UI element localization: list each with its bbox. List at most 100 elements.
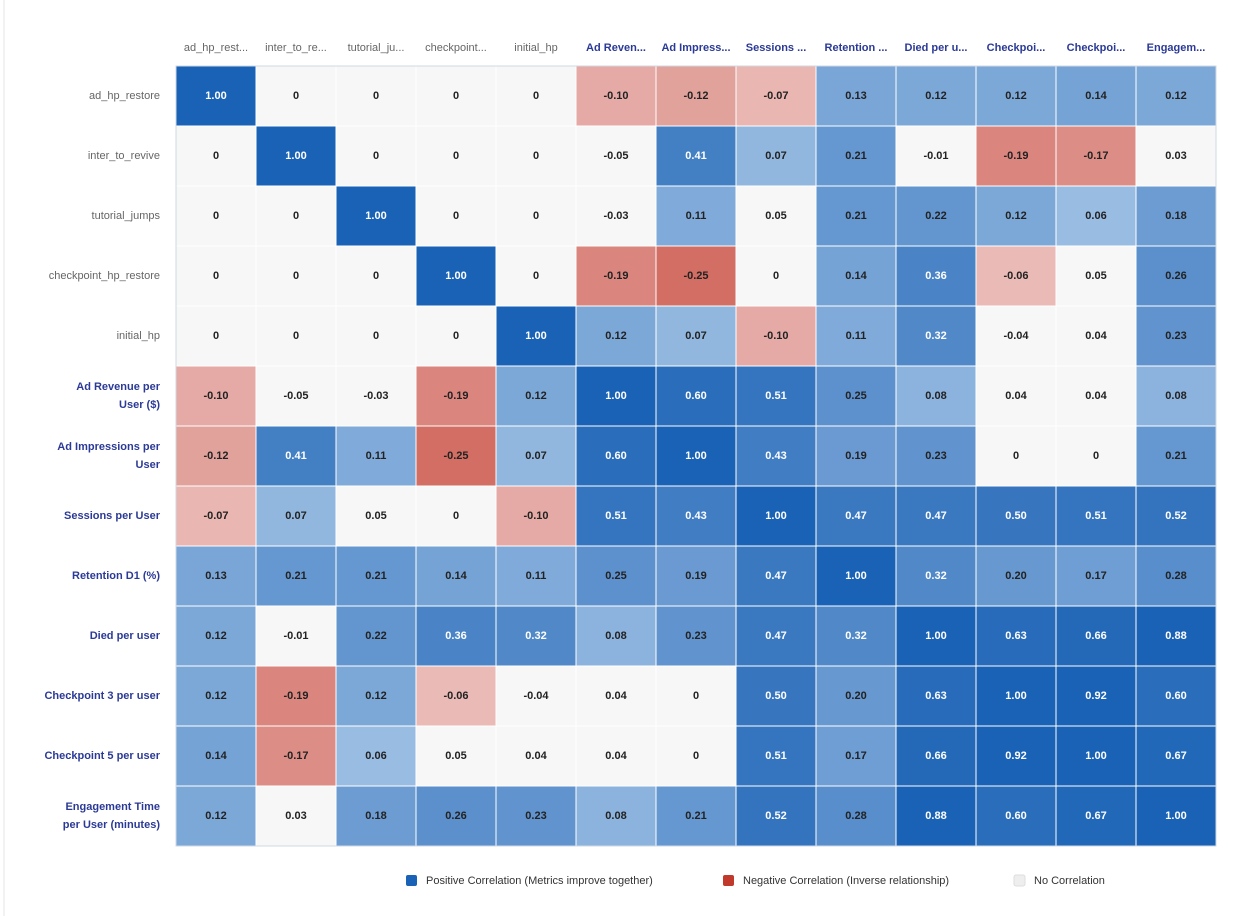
cell-label: 0.32 bbox=[525, 630, 546, 642]
cell-label: 0.21 bbox=[845, 150, 866, 162]
cell-label: 1.00 bbox=[765, 510, 786, 522]
column-label: Ad Reven... bbox=[586, 42, 646, 54]
row-label-line: User ($) bbox=[119, 399, 160, 411]
heatmap-cell bbox=[735, 665, 817, 727]
heatmap-cell bbox=[495, 485, 577, 547]
cell-label: 0 bbox=[213, 150, 219, 162]
heatmap-cell bbox=[1055, 425, 1137, 487]
heatmap-cell bbox=[415, 425, 497, 487]
row-label: Retention D1 (%) bbox=[72, 570, 160, 582]
column-label: ad_hp_rest... bbox=[184, 42, 248, 54]
heatmap-cell bbox=[175, 605, 257, 667]
row-label: Died per user bbox=[90, 630, 161, 642]
cell-label: 0 bbox=[1093, 450, 1099, 462]
cell-label: 0.14 bbox=[1085, 90, 1107, 102]
heatmap-cell bbox=[415, 665, 497, 727]
heatmap-cell bbox=[255, 665, 337, 727]
cell-label: 0 bbox=[693, 750, 699, 762]
cell-label: 0.05 bbox=[445, 750, 466, 762]
cell-label: -0.10 bbox=[523, 510, 548, 522]
cell-label: 0.08 bbox=[605, 630, 626, 642]
heatmap-cell bbox=[975, 305, 1057, 367]
cell-label: 0 bbox=[293, 270, 299, 282]
cell-label: 0.07 bbox=[765, 150, 786, 162]
cell-label: 0 bbox=[373, 90, 379, 102]
cell-label: 0.60 bbox=[1005, 810, 1026, 822]
heatmap-cell bbox=[655, 65, 737, 127]
heatmap-cell bbox=[1055, 545, 1137, 607]
heatmap-cell bbox=[255, 125, 337, 187]
cell-label: 1.00 bbox=[1005, 690, 1026, 702]
cell-label: 0.12 bbox=[605, 330, 626, 342]
heatmap-cell bbox=[495, 665, 577, 727]
cell-label: 0.66 bbox=[1085, 630, 1106, 642]
column-label: Sessions ... bbox=[746, 42, 807, 54]
cell-label: 0.60 bbox=[1165, 690, 1186, 702]
cell-label: 0.66 bbox=[925, 750, 946, 762]
heatmap-cell bbox=[415, 725, 497, 787]
heatmap-cell bbox=[655, 305, 737, 367]
row-label-line: User bbox=[136, 459, 161, 471]
cell-label: 0.92 bbox=[1005, 750, 1026, 762]
heatmap-cell bbox=[575, 425, 657, 487]
heatmap-cell bbox=[335, 125, 417, 187]
column-label: initial_hp bbox=[514, 42, 557, 54]
cell-label: -0.19 bbox=[283, 690, 308, 702]
cell-label: -0.19 bbox=[603, 270, 628, 282]
cell-label: 0.12 bbox=[925, 90, 946, 102]
heatmap-cell bbox=[575, 485, 657, 547]
heatmap-cell bbox=[1135, 305, 1217, 367]
cell-label: 0 bbox=[213, 210, 219, 222]
cell-label: 0.21 bbox=[285, 570, 306, 582]
heatmap-cell bbox=[575, 185, 657, 247]
cell-label: 0.22 bbox=[925, 210, 946, 222]
heatmap-cell bbox=[975, 605, 1057, 667]
heatmap-cell bbox=[1055, 605, 1137, 667]
heatmap-cell bbox=[175, 785, 257, 847]
heatmap-cell bbox=[335, 185, 417, 247]
cell-label: 0.11 bbox=[686, 210, 707, 222]
heatmap-cell bbox=[1055, 485, 1137, 547]
cell-label: 0 bbox=[293, 330, 299, 342]
cell-label: 0.21 bbox=[845, 210, 866, 222]
heatmap-cell bbox=[735, 605, 817, 667]
cell-label: 0 bbox=[373, 330, 379, 342]
heatmap-cell bbox=[815, 725, 897, 787]
heatmap-cell bbox=[735, 65, 817, 127]
cell-label: -0.03 bbox=[603, 210, 628, 222]
cell-label: 0.41 bbox=[285, 450, 306, 462]
cell-label: -0.07 bbox=[763, 90, 788, 102]
cell-label: 0.36 bbox=[925, 270, 946, 282]
cell-label: 0.23 bbox=[525, 810, 546, 822]
heatmap-cell bbox=[815, 485, 897, 547]
cell-label: 0 bbox=[533, 210, 539, 222]
cell-label: 0.52 bbox=[1165, 510, 1186, 522]
heatmap-cell bbox=[735, 785, 817, 847]
cell-label: 0.51 bbox=[1085, 510, 1106, 522]
cell-label: 1.00 bbox=[1085, 750, 1106, 762]
row-label: ad_hp_restore bbox=[89, 90, 160, 102]
heatmap-cell bbox=[735, 425, 817, 487]
heatmap-cell bbox=[895, 785, 977, 847]
heatmap-cell bbox=[1055, 365, 1137, 427]
cell-label: 0.03 bbox=[1165, 150, 1186, 162]
heatmap-cell bbox=[255, 725, 337, 787]
cell-label: 0 bbox=[213, 330, 219, 342]
heatmap-cell bbox=[495, 545, 577, 607]
heatmap-cell bbox=[1055, 305, 1137, 367]
cell-label: 0.60 bbox=[685, 390, 706, 402]
cell-label: 0.32 bbox=[845, 630, 866, 642]
cell-label: 0.13 bbox=[845, 90, 866, 102]
cell-label: 0.28 bbox=[1165, 570, 1186, 582]
heatmap-cell bbox=[415, 605, 497, 667]
cell-label: 0.23 bbox=[685, 630, 706, 642]
heatmap-cell bbox=[335, 785, 417, 847]
cell-label: 0 bbox=[453, 330, 459, 342]
cell-label: 0 bbox=[453, 210, 459, 222]
legend-label: Negative Correlation (Inverse relationsh… bbox=[743, 875, 949, 887]
cell-label: 0.06 bbox=[365, 750, 386, 762]
cell-label: -0.07 bbox=[203, 510, 228, 522]
cell-label: -0.05 bbox=[603, 150, 628, 162]
cell-label: 0.06 bbox=[1085, 210, 1106, 222]
cell-label: 0.23 bbox=[1165, 330, 1186, 342]
